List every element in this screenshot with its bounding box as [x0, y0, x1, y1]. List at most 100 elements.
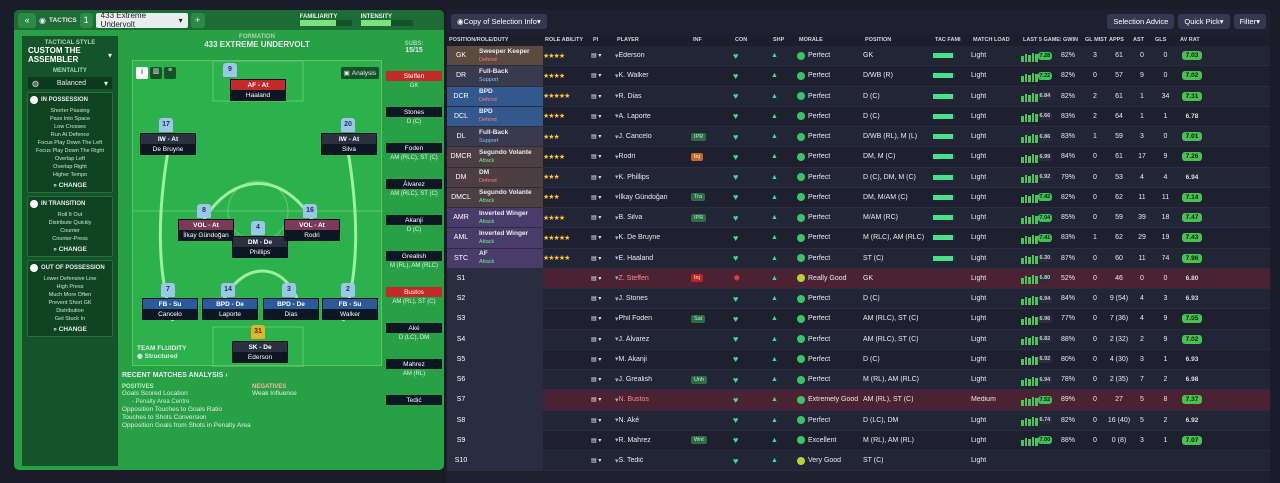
role-duty[interactable]	[475, 309, 543, 328]
pi-indicator[interactable]: ▤ ▾	[591, 72, 615, 79]
player-card[interactable]: FB - Su Walker	[322, 298, 378, 320]
pi-indicator[interactable]: ▤ ▾	[591, 376, 615, 383]
column-header[interactable]: AST	[1131, 37, 1153, 43]
role-duty[interactable]: Segundo Volante Attack	[475, 188, 543, 207]
table-row[interactable]: S4 ▤ ▾ ▾ J. Álvarez ♥ ▲ Perfect AM (RLC), ST (…	[447, 330, 1270, 350]
role-duty[interactable]	[475, 411, 543, 430]
tactic-slot-number[interactable]: 1	[80, 13, 93, 28]
column-header[interactable]: APPS	[1107, 37, 1131, 43]
collapse-button[interactable]: «	[18, 13, 36, 28]
pi-indicator[interactable]: ▤ ▾	[591, 52, 615, 59]
role-duty[interactable]: Full-Back Support	[475, 66, 543, 85]
role-duty[interactable]	[475, 269, 543, 288]
player-cell[interactable]: ▾ Rodri	[615, 153, 691, 161]
role-duty[interactable]: Inverted Winger Attack	[475, 208, 543, 227]
role-duty[interactable]: AF Attack	[475, 249, 543, 268]
pi-indicator[interactable]: ▤ ▾	[591, 194, 615, 201]
table-row[interactable]: DMCL Segundo Volante Attack ★★★ ▤ ▾ ▾ İlkay G…	[447, 188, 1270, 208]
pi-indicator[interactable]: ▤ ▾	[591, 214, 615, 221]
player-cell[interactable]: ▾ J. Grealish	[615, 376, 691, 384]
mentality-select[interactable]: ◍ Balanced ▾	[28, 77, 112, 89]
role-duty[interactable]: BPD Defend	[475, 107, 543, 126]
pi-indicator[interactable]: ▤ ▾	[591, 275, 615, 282]
list-icon[interactable]: ≡	[164, 67, 176, 79]
bench-card[interactable]: AM (RLC), ST (C) Álvarez	[386, 166, 442, 189]
add-tactic-button[interactable]: +	[191, 13, 205, 28]
pi-indicator[interactable]: ▤ ▾	[591, 417, 615, 424]
bench-card[interactable]: M (RL), AM (RLC) Bustos	[386, 274, 442, 297]
player-card[interactable]: AF - At Haaland	[230, 79, 286, 101]
player-cell[interactable]: ▾ K. De Bruyne	[615, 234, 691, 242]
column-header[interactable]: POSITION	[863, 37, 933, 43]
player-cell[interactable]: ▾ M. Akanji	[615, 355, 691, 363]
table-row[interactable]: S10 ▤ ▾ ▾ S. Tedić ♥ ▲ Very Good ST (C) Light	[447, 451, 1270, 471]
player-cell[interactable]: ▾ İlkay Gündoğan	[615, 193, 691, 201]
player-cell[interactable]: ▾ J. Álvarez	[615, 335, 691, 343]
table-row[interactable]: DMCR Segundo Volante Attack ★★★★ ▤ ▾ ▾ Rodri I…	[447, 147, 1270, 167]
role-duty[interactable]	[475, 289, 543, 308]
player-cell[interactable]: ▾ J. Stones	[615, 295, 691, 303]
pi-indicator[interactable]: ▤ ▾	[591, 396, 615, 403]
bench-card[interactable]: GK Stones	[386, 94, 442, 117]
player-cell[interactable]: ▾ J. Cancelo	[615, 133, 691, 141]
player-card[interactable]: IW - At De Bruyne	[140, 133, 196, 155]
pi-indicator[interactable]: ▤ ▾	[591, 295, 615, 302]
column-header[interactable]: POSITION/ROLE/DUTY	[447, 37, 543, 43]
selection-advice-button[interactable]: Selection Advice	[1107, 14, 1174, 29]
player-cell[interactable]: ▾ Z. Steffen	[615, 274, 691, 282]
role-duty[interactable]	[475, 350, 543, 369]
pi-indicator[interactable]: ▤ ▾	[591, 315, 615, 322]
tactical-style-block[interactable]: TACTICAL STYLE CUSTOM THE ASSEMBLER ▾	[22, 36, 118, 68]
view-select[interactable]: ◉ Copy of Selection Info ▾	[451, 14, 547, 29]
table-row[interactable]: S8 ▤ ▾ ▾ N. Aké ♥ ▲ Perfect D (LC), DM Light 6.7…	[447, 411, 1270, 431]
role-duty[interactable]: Segundo Volante Attack	[475, 147, 543, 166]
role-duty[interactable]	[475, 431, 543, 450]
player-card[interactable]: BPD - De Dias	[263, 298, 319, 320]
column-header[interactable]: ROLE ABILITY	[543, 37, 591, 43]
table-row[interactable]: S5 ▤ ▾ ▾ M. Akanji ♥ ▲ Perfect D (C) Light 6.92 8…	[447, 350, 1270, 370]
bench-card[interactable]: Steffen	[386, 58, 442, 81]
column-header[interactable]: PI	[591, 37, 615, 43]
player-cell[interactable]: ▾ N. Bustos	[615, 396, 691, 404]
player-cell[interactable]: ▾ R. Dias	[615, 92, 691, 100]
player-cell[interactable]: ▾ K. Phillips	[615, 173, 691, 181]
player-cell[interactable]: ▾ Ederson	[615, 52, 691, 60]
pi-indicator[interactable]: ▤ ▾	[591, 336, 615, 343]
role-duty[interactable]	[475, 330, 543, 349]
bench-card[interactable]: D (C) Grealish	[386, 238, 442, 261]
table-row[interactable]: DM DM Defend ★★★ ▤ ▾ ▾ K. Phillips ♥ ▲ Perfect D …	[447, 168, 1270, 188]
column-header[interactable]: INF	[691, 37, 733, 43]
table-row[interactable]: DCL BPD Defend ★★★★ ▤ ▾ ▾ A. Laporte ♥ ▲ Perfect…	[447, 107, 1270, 127]
bench-card[interactable]: D (LC), DM Mahrez	[386, 346, 442, 369]
player-cell[interactable]: ▾ E. Haaland	[615, 254, 691, 262]
pi-indicator[interactable]: ▤ ▾	[591, 255, 615, 262]
role-duty[interactable]: Inverted Winger Attack	[475, 228, 543, 247]
change-in-transition-button[interactable]: » CHANGE	[30, 246, 110, 253]
quick-pick-button[interactable]: Quick Pick ▾	[1178, 14, 1229, 29]
role-duty[interactable]: Sweeper Keeper Defend	[475, 46, 543, 65]
table-row[interactable]: DL Full-Back Support ★★★ ▤ ▾ ▾ J. Cancelo IPR ♥…	[447, 127, 1270, 147]
player-cell[interactable]: ▾ B. Silva	[615, 214, 691, 222]
column-header[interactable]: AV RAT	[1178, 37, 1206, 43]
player-card[interactable]: SK - De Ederson	[232, 341, 288, 363]
bench-card[interactable]: AM (RL), ST (C) Aké	[386, 310, 442, 333]
role-duty[interactable]: BPD Defend	[475, 87, 543, 106]
column-header[interactable]: PLAYER	[615, 37, 691, 43]
table-row[interactable]: STC AF Attack ★★★★★ ▤ ▾ ▾ E. Haaland ♥ ▲ Perfect…	[447, 249, 1270, 269]
tactic-select[interactable]: 433 Extreme Undervolt ▾	[96, 13, 188, 28]
pi-indicator[interactable]: ▤ ▾	[591, 234, 615, 241]
table-row[interactable]: DCR BPD Defend ★★★★★ ▤ ▾ ▾ R. Dias ♥ ▲ Perfect D …	[447, 87, 1270, 107]
role-duty[interactable]	[475, 370, 543, 389]
player-cell[interactable]: ▾ K. Walker	[615, 72, 691, 80]
player-cell[interactable]: ▾ S. Tedić	[615, 457, 691, 465]
role-duty[interactable]	[475, 390, 543, 409]
table-row[interactable]: GK Sweeper Keeper Defend ★★★★ ▤ ▾ ▾ Ederson ♥ ▲…	[447, 46, 1270, 66]
pi-indicator[interactable]: ▤ ▾	[591, 437, 615, 444]
pi-indicator[interactable]: ▤ ▾	[591, 93, 615, 100]
pi-indicator[interactable]: ▤ ▾	[591, 133, 615, 140]
player-cell[interactable]: ▾ N. Aké	[615, 416, 691, 424]
change-in-possession-button[interactable]: » CHANGE	[30, 182, 110, 189]
table-row[interactable]: S3 ▤ ▾ ▾ Phil Foden Sat ♥ ▲ Perfect AM (RLC), S…	[447, 309, 1270, 329]
column-header[interactable]: LAST 5 GAMES	[1021, 37, 1061, 43]
pi-indicator[interactable]: ▤ ▾	[591, 457, 615, 464]
